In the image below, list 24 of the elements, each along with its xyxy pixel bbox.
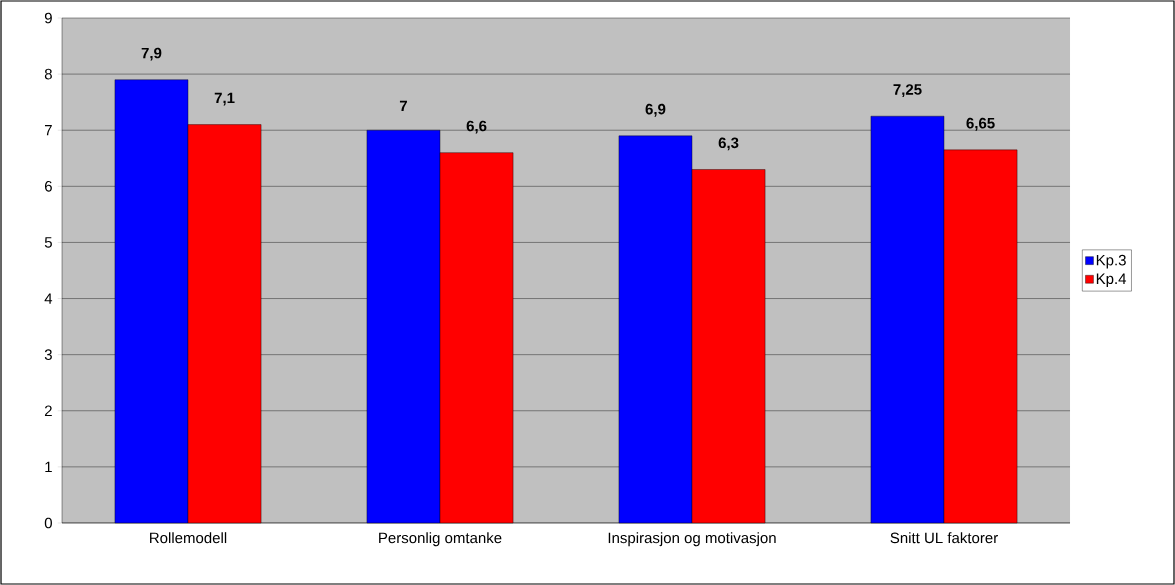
- y-tick-label: 6: [44, 181, 52, 192]
- y-tick-label: 8: [44, 68, 52, 80]
- y-tick-label: 7: [44, 125, 52, 136]
- data-label: 7,25: [893, 84, 922, 97]
- data-label: 6,65: [966, 117, 995, 131]
- x-tick-label: Rollemodell: [150, 532, 227, 544]
- legend-label: Kp.4: [1096, 273, 1127, 287]
- y-tick-label: 4: [44, 293, 53, 304]
- x-tick-label: Inspirasjon og motivasjon: [608, 532, 776, 547]
- y-tick-label: 0: [44, 517, 52, 529]
- x-tick-label: Snitt UL faktorer: [890, 532, 998, 544]
- data-label: 6,6: [466, 120, 487, 134]
- data-label: 6,3: [718, 137, 739, 151]
- data-label: 7,1: [214, 92, 235, 106]
- y-tick-label: 9: [44, 12, 52, 24]
- data-label: 7,9: [141, 47, 162, 61]
- data-label: 7: [399, 100, 407, 112]
- data-label: 6,9: [645, 103, 666, 117]
- y-tick-label: 5: [44, 237, 52, 248]
- y-tick-label: 3: [44, 349, 52, 360]
- y-tick-label: 1: [45, 461, 52, 473]
- x-tick-label: Personlig omtanke: [379, 532, 502, 547]
- legend-label: Kp.3: [1096, 254, 1126, 269]
- y-tick-label: 2: [44, 405, 52, 416]
